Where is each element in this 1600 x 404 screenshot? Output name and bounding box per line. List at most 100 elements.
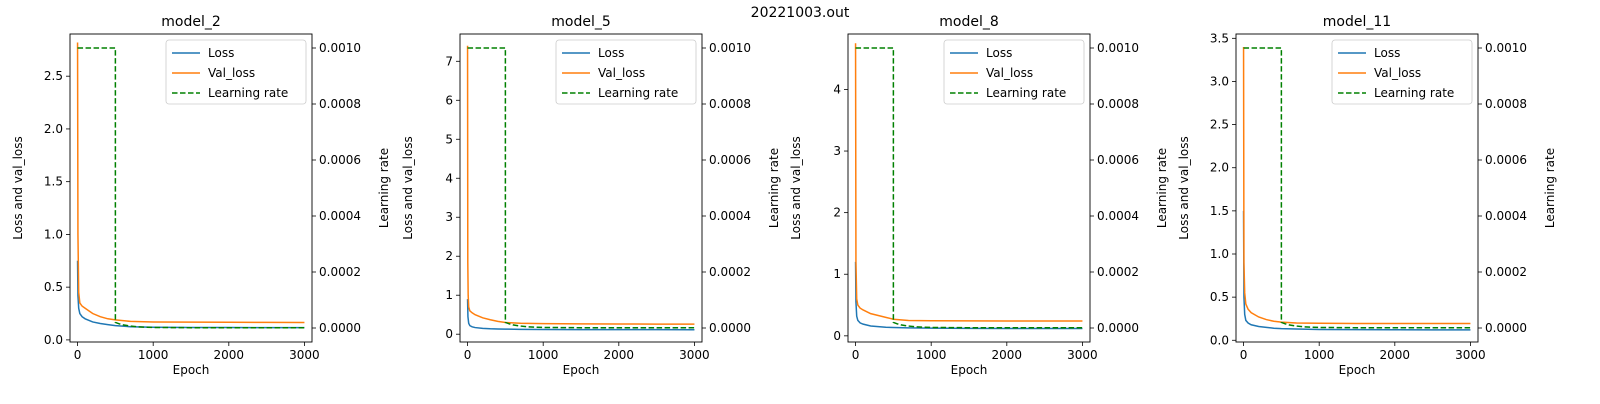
y2-tick-label: 0.0008 <box>319 97 361 111</box>
x-tick-label: 2000 <box>214 348 245 362</box>
plot-frame <box>847 33 1091 343</box>
series-line-learning-rate <box>855 47 1083 329</box>
chart-title: model_2 <box>161 14 221 30</box>
y2-tick-label: 0.0010 <box>1485 41 1527 55</box>
series-line-loss <box>854 261 1083 330</box>
x-axis-label: Epoch <box>563 363 600 377</box>
y-tick-label: 3.0 <box>1210 74 1229 88</box>
legend-entry: Val_loss <box>598 66 645 80</box>
legend: Loss Val_loss Learning rate <box>943 39 1085 105</box>
y-axis-label: Loss and val_loss <box>11 136 25 240</box>
y2-tick-label: 0.0002 <box>709 265 751 279</box>
x-tick-label: 0 <box>1240 348 1248 362</box>
y-tick-label: 3.5 <box>1210 31 1229 45</box>
y2-tick-label: 0.0002 <box>1097 265 1139 279</box>
y2-tick-label: 0.0002 <box>1485 265 1527 279</box>
series-line-learning-rate <box>467 47 695 329</box>
chart-title: model_8 <box>939 14 999 30</box>
chart-panel-3: 0 1000 2000 3000 0 1 2 3 4 0.0000 0.0002 0.0004 0.00… <box>789 14 1169 377</box>
y-tick-label: 2.5 <box>44 69 63 83</box>
y2-axis-label: Learning rate <box>767 148 781 228</box>
x-axis-label: Epoch <box>173 363 210 377</box>
y2-tick-label: 0.0004 <box>1485 209 1527 223</box>
series-line-val-loss <box>76 42 305 324</box>
y-tick-label: 1.5 <box>44 175 63 189</box>
y-tick-label: 1.0 <box>44 227 63 241</box>
y2-tick-label: 0.0006 <box>319 153 361 167</box>
y-tick-label: 2.5 <box>1210 118 1229 132</box>
x-tick-label: 2000 <box>604 348 635 362</box>
legend-entry: Loss <box>986 46 1012 60</box>
x-tick-label: 0 <box>74 348 82 362</box>
figure-title: 20221003.out <box>750 5 850 21</box>
y-tick-label: 2 <box>833 206 841 220</box>
y-axis-label: Loss and val_loss <box>1177 136 1191 240</box>
plot-frame <box>1235 33 1479 343</box>
legend: Loss Val_loss Learning rate <box>1331 39 1473 105</box>
x-tick-label: 1000 <box>138 348 169 362</box>
x-tick-label: 0 <box>464 348 472 362</box>
chart-title: model_5 <box>551 14 611 30</box>
series-line-learning-rate <box>77 47 305 329</box>
legend-box <box>943 39 1085 105</box>
y-tick-label: 0 <box>833 329 841 343</box>
y2-tick-label: 0.0004 <box>1097 209 1139 223</box>
y-tick-label: 1.5 <box>1210 204 1229 218</box>
y-tick-label: 5 <box>445 132 453 146</box>
y2-tick-label: 0.0010 <box>319 41 361 55</box>
y2-tick-label: 0.0006 <box>1097 153 1139 167</box>
legend-entry: Learning rate <box>986 86 1066 100</box>
y-tick-label: 4 <box>445 171 453 185</box>
chart-panel-2: 0 1000 2000 3000 0 1 2 3 4 5 6 7 0.0000 0.0002 0.0004 0… <box>401 14 781 377</box>
legend-entry: Loss <box>208 46 234 60</box>
legend: Loss Val_loss Learning rate <box>555 39 697 105</box>
y2-tick-label: 0.0006 <box>1485 153 1527 167</box>
series-line-val-loss <box>466 45 695 325</box>
y2-axis-label: Learning rate <box>1543 148 1557 228</box>
y2-tick-label: 0.0000 <box>1485 321 1527 335</box>
y-tick-label: 1.0 <box>1210 247 1229 261</box>
legend-box <box>555 39 697 105</box>
series-line-loss <box>1242 210 1471 331</box>
x-tick-label: 1000 <box>528 348 559 362</box>
x-tick-label: 3000 <box>679 348 710 362</box>
y2-tick-label: 0.0006 <box>709 153 751 167</box>
series-line-loss <box>76 260 305 329</box>
legend-entry: Val_loss <box>208 66 255 80</box>
y-tick-label: 3 <box>833 144 841 158</box>
y2-tick-label: 0.0000 <box>319 321 361 335</box>
legend-entry: Val_loss <box>986 66 1033 80</box>
y-tick-label: 0.0 <box>1210 333 1229 347</box>
series-line-val-loss <box>854 43 1083 322</box>
y2-axis-label: Learning rate <box>1155 148 1169 228</box>
x-tick-label: 0 <box>852 348 860 362</box>
y-tick-label: 0.0 <box>44 333 63 347</box>
series-line-learning-rate <box>1243 47 1471 329</box>
y2-tick-label: 0.0008 <box>1485 97 1527 111</box>
y-axis-label: Loss and val_loss <box>401 136 415 240</box>
y2-tick-label: 0.0000 <box>709 321 751 335</box>
plot-frame <box>459 33 703 343</box>
y2-tick-label: 0.0010 <box>709 41 751 55</box>
y2-tick-label: 0.0000 <box>1097 321 1139 335</box>
y-tick-label: 4 <box>833 82 841 96</box>
x-tick-label: 3000 <box>1455 348 1486 362</box>
y-tick-label: 7 <box>445 54 453 68</box>
legend-entry: Learning rate <box>208 86 288 100</box>
legend-entry: Loss <box>598 46 624 60</box>
x-tick-label: 3000 <box>1067 348 1098 362</box>
series-line-val-loss <box>1242 46 1471 325</box>
legend-entry: Val_loss <box>1374 66 1421 80</box>
legend-entry: Loss <box>1374 46 1400 60</box>
legend-entry: Learning rate <box>598 86 678 100</box>
y2-tick-label: 0.0004 <box>319 209 361 223</box>
chart-title: model_11 <box>1323 14 1391 30</box>
y-tick-label: 0 <box>445 327 453 341</box>
legend-entry: Learning rate <box>1374 86 1454 100</box>
x-axis-label: Epoch <box>951 363 988 377</box>
x-tick-label: 2000 <box>992 348 1023 362</box>
plot-frame <box>69 33 313 343</box>
legend-box <box>165 39 307 105</box>
y2-tick-label: 0.0008 <box>709 97 751 111</box>
